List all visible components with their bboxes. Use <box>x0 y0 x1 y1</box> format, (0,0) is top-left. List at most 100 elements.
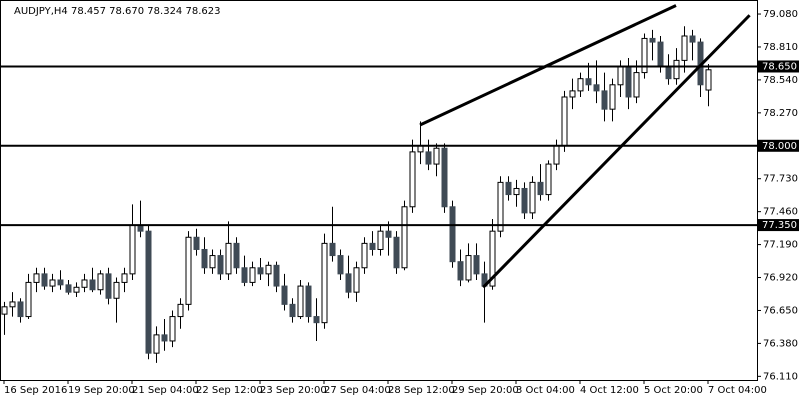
candle-body-down <box>505 181 512 196</box>
plot-frame <box>0 0 758 381</box>
candle-body-up <box>33 273 40 283</box>
candle-body-down <box>105 273 112 299</box>
candle-body-down <box>217 255 224 275</box>
candle-body-down <box>457 261 464 281</box>
candle-body-up <box>121 273 128 283</box>
candle-body-down <box>601 90 608 110</box>
y-tick-label: 77.460 <box>763 207 798 218</box>
candle-body-up <box>401 206 408 269</box>
y-tick-label: 77.730 <box>763 174 798 185</box>
candle-body-down <box>689 35 696 43</box>
candle-body-down <box>449 206 456 263</box>
x-tick-label: 22 Sep 12:00 <box>196 385 263 396</box>
price-label-bg <box>758 219 799 232</box>
candle-body-down <box>657 41 664 67</box>
candle-body-up <box>673 59 680 80</box>
candle-body-down <box>241 267 248 283</box>
candle-body-up <box>681 35 688 61</box>
candle-body-down <box>281 285 288 305</box>
y-tick-label: 77.190 <box>763 240 798 251</box>
y-tick-label: 76.380 <box>763 338 798 349</box>
x-tick-label: 16 Sep 2016 <box>4 385 67 396</box>
candle-body-down <box>289 303 296 318</box>
candle-body-up <box>433 147 440 165</box>
x-tick-label: 29 Sep 20:00 <box>452 385 519 396</box>
x-tick-label: 23 Sep 20:00 <box>260 385 327 396</box>
y-tick-label: 76.650 <box>763 305 798 316</box>
candle-body-up <box>465 255 472 281</box>
candle-body-up <box>545 163 552 196</box>
candle-body-up <box>353 267 360 293</box>
candle-body-up <box>617 65 624 86</box>
candle-body-up <box>169 316 176 342</box>
candle-body-up <box>1 306 8 315</box>
candle-body-down <box>161 334 168 342</box>
x-tick-label: 21 Sep 04:00 <box>132 385 199 396</box>
candle-body-down <box>585 78 592 86</box>
y-tick-label: 79.080 <box>763 9 798 20</box>
candle-body-down <box>385 230 392 238</box>
candle-body-down <box>201 248 208 269</box>
candle-body-up <box>497 181 504 232</box>
y-tick-label: 76.110 <box>763 371 798 382</box>
candle-body-up <box>209 255 216 269</box>
candle-body-down <box>521 187 528 214</box>
candle-body-down <box>273 264 280 287</box>
y-tick-label: 78.540 <box>763 75 798 86</box>
candle-body-up <box>705 69 712 91</box>
y-tick-label: 76.920 <box>763 273 798 284</box>
price-label-bg <box>758 139 799 152</box>
chart-title: AUDJPY,H4 78.457 78.670 78.324 78.623 <box>14 6 220 17</box>
candle-body-up <box>177 303 184 318</box>
candle-body-down <box>393 236 400 269</box>
candle-body-down <box>329 242 336 257</box>
candle-body-down <box>41 273 48 287</box>
candle-body-up <box>81 279 88 288</box>
candle-body-up <box>409 151 416 208</box>
candle-body-down <box>649 37 656 43</box>
price-label: 78.650 <box>762 61 797 72</box>
candle-body-up <box>529 181 536 214</box>
candle-body-down <box>65 284 72 293</box>
candle-body-up <box>73 286 80 293</box>
candle-body-up <box>641 37 648 74</box>
candle-body-up <box>113 281 120 299</box>
x-tick-label: 3 Oct 04:00 <box>516 385 575 396</box>
candle-body-up <box>577 78 584 92</box>
candle-body-up <box>561 96 568 147</box>
candle-body-down <box>89 279 96 291</box>
candle-body-down <box>233 242 240 269</box>
candle-body-up <box>49 279 56 287</box>
x-tick-label: 7 Oct 04:00 <box>708 385 767 396</box>
candle-body-up <box>25 281 32 318</box>
candle-body-down <box>441 147 448 208</box>
candle-body-up <box>225 242 232 275</box>
x-tick-label: 4 Oct 12:00 <box>580 385 639 396</box>
price-label-bg <box>758 60 799 73</box>
candle-body-up <box>513 187 520 196</box>
candle-body-up <box>377 230 384 250</box>
candle-body-down <box>17 301 24 318</box>
candle-body-up <box>9 301 16 308</box>
candle-body-down <box>665 65 672 80</box>
trend-line <box>482 14 751 289</box>
candle-body-up <box>489 230 496 287</box>
candle-body-up <box>129 224 136 275</box>
candle-body-down <box>193 236 200 250</box>
y-tick-label: 78.810 <box>763 42 798 53</box>
candle-body-down <box>305 285 312 318</box>
price-label: 78.000 <box>762 141 797 152</box>
candle-body-up <box>321 242 328 324</box>
candle-body-down <box>593 84 600 92</box>
candle-body-down <box>625 65 632 98</box>
candle-body-up <box>569 90 576 98</box>
candle-body-down <box>145 230 152 354</box>
candle-body-up <box>185 236 192 305</box>
candle-body-up <box>633 72 640 98</box>
candle-body-up <box>265 264 272 275</box>
candle-body-down <box>337 255 344 275</box>
x-tick-label: 27 Sep 04:00 <box>324 385 391 396</box>
y-tick-label: 78.270 <box>763 108 798 119</box>
x-tick-label: 19 Sep 20:00 <box>68 385 135 396</box>
